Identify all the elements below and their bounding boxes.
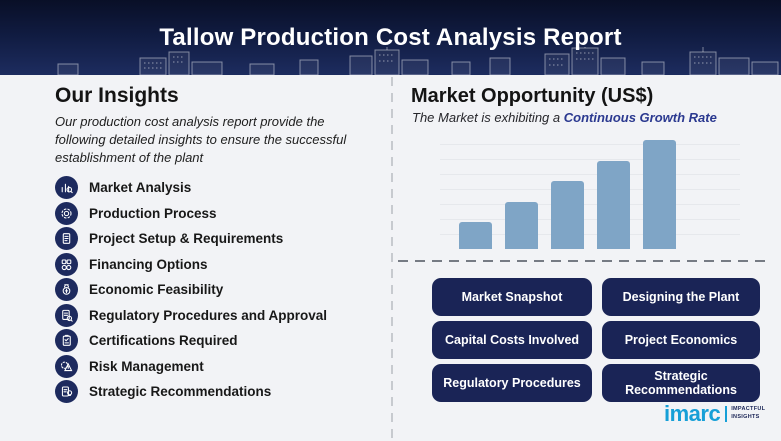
chart-baseline-divider	[398, 260, 772, 262]
market-opportunity-heading: Market Opportunity (US$)	[411, 85, 654, 107]
gear-icon	[55, 201, 78, 225]
insights-list: Market Analysis Production Process Proje…	[55, 175, 385, 405]
city-skyline-icon	[57, 47, 779, 75]
list-item: Risk Management	[55, 354, 385, 380]
subtitle-highlight: Continuous Growth Rate	[563, 110, 717, 125]
header-banner: Tallow Production Cost Analysis Report	[0, 0, 781, 75]
document-icon	[55, 227, 78, 251]
lightbulb-document-icon	[55, 380, 78, 404]
logo-separator	[725, 406, 728, 422]
report-section-buttons: Market Snapshot Designing the Plant Capi…	[432, 278, 760, 402]
insights-heading: Our Insights	[55, 84, 179, 107]
money-bag-icon	[55, 278, 78, 302]
chart-bar	[597, 160, 630, 249]
project-economics-button[interactable]: Project Economics	[602, 321, 760, 359]
capital-costs-involved-button[interactable]: Capital Costs Involved	[432, 321, 592, 359]
document-magnifier-icon	[55, 303, 78, 327]
list-item-label: Regulatory Procedures and Approval	[89, 307, 328, 323]
market-subtitle: The Market is exhibiting a Continuous Gr…	[412, 110, 717, 125]
coins-icon	[55, 252, 78, 276]
chart-bar	[505, 202, 538, 249]
subtitle-prefix: The Market is exhibiting a	[412, 110, 564, 125]
market-snapshot-button[interactable]: Market Snapshot	[432, 278, 592, 316]
certificate-icon	[55, 329, 78, 353]
list-item-label: Risk Management	[89, 358, 204, 374]
list-item: Market Analysis	[55, 175, 385, 201]
designing-the-plant-button[interactable]: Designing the Plant	[602, 278, 760, 316]
warning-gear-icon	[55, 354, 78, 378]
regulatory-procedures-button[interactable]: Regulatory Procedures	[432, 364, 592, 402]
strategic-recommendations-button[interactable]: Strategic Recommendations	[602, 364, 760, 402]
list-item: Certifications Required	[55, 328, 385, 354]
list-item: Economic Feasibility	[55, 277, 385, 303]
panel-divider	[391, 77, 393, 441]
list-item-label: Project Setup & Requirements	[89, 231, 284, 247]
list-item: Financing Options	[55, 252, 385, 278]
brand-tagline: IMPACTFUL INSIGHTS	[731, 406, 766, 420]
list-item: Project Setup & Requirements	[55, 226, 385, 252]
chart-bar	[459, 221, 492, 249]
list-item: Strategic Recommendations	[55, 379, 385, 405]
bar-chart-magnifier-icon	[55, 176, 78, 200]
list-item-label: Economic Feasibility	[89, 282, 224, 298]
insights-description: Our production cost analysis report prov…	[55, 114, 347, 165]
list-item-label: Strategic Recommendations	[89, 384, 272, 400]
bar-chart	[459, 140, 676, 249]
list-item: Production Process	[55, 201, 385, 227]
list-item-label: Financing Options	[89, 256, 208, 272]
list-item-label: Certifications Required	[89, 333, 238, 349]
chart-bar	[551, 181, 584, 249]
page-title: Tallow Production Cost Analysis Report	[159, 24, 622, 51]
list-item: Regulatory Procedures and Approval	[55, 303, 385, 329]
chart-bar	[643, 140, 676, 249]
list-item-label: Market Analysis	[89, 180, 192, 196]
brand-wordmark: imarc	[664, 401, 721, 426]
imarc-logo: imarc IMPACTFUL INSIGHTS	[664, 403, 773, 425]
growth-bar-chart	[440, 140, 740, 249]
list-item-label: Production Process	[89, 205, 217, 221]
